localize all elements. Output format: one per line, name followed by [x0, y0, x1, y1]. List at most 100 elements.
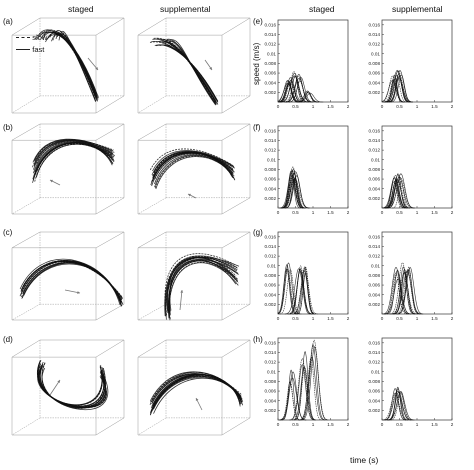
- panel-f-staged-xtick-label: 0: [277, 210, 280, 215]
- panel-b-staged-trajectory: [32, 142, 113, 183]
- panel-f-supplemental-ytick-label: 0.01: [371, 157, 380, 162]
- panel-a-supp-box-edge: [221, 17, 251, 36]
- panel-h-staged-xtick-label: 1: [312, 422, 315, 427]
- panel-h-supplemental-speed-trace: [386, 391, 412, 421]
- panel-h-supplemental-ytick-label: 0.006: [369, 389, 381, 394]
- panel-f-staged-ytick-label: 0.002: [265, 196, 277, 201]
- panel-g-supplemental-ytick-label: 0.002: [369, 302, 381, 307]
- panel-g-staged-xtick-label: 0: [277, 316, 280, 321]
- panel-h-supplemental-ytick-label: 0.012: [369, 360, 381, 365]
- panel-e-supplemental-ytick-label: 0.006: [369, 71, 381, 76]
- panel-f-supplemental-ytick-label: 0.016: [369, 128, 381, 133]
- panel-c-staged-trajectory: [21, 260, 122, 303]
- panel-label-d: (d): [3, 335, 13, 344]
- panel-h-supplemental-xtick-label: 2: [451, 422, 454, 427]
- panel-e-supplemental-xtick-label: 0: [381, 104, 384, 109]
- panel-f-staged-xtick-label: 1.5: [327, 210, 334, 215]
- panel-g-supplemental-speed-trace: [392, 270, 422, 315]
- panel-d-staged-box-edge: [11, 339, 41, 358]
- panel-a-staged-trajectory: [54, 30, 96, 101]
- panel-g-staged-xtick-label: 1.5: [327, 316, 334, 321]
- panel-e-staged-xtick-label: 2: [347, 104, 350, 109]
- panel-b-supp-arrowhead: [188, 193, 191, 197]
- panel-d-supp-trajectory: [151, 375, 242, 413]
- panel-g-staged-speed-trace: [278, 264, 298, 315]
- panel-g-supplemental-speed-trace: [382, 266, 410, 315]
- panel-c-staged-box-edge: [11, 231, 41, 249]
- panel-f-supplemental-speed-trace: [382, 177, 408, 209]
- panel-e-supplemental-speed-trace: [382, 80, 406, 103]
- panel-h-staged-ytick-label: 0.002: [265, 408, 277, 413]
- panel-d-staged-trajectory: [37, 369, 107, 408]
- panel-d-supp-trajectory: [149, 374, 241, 415]
- panel-f-supplemental-ytick-label: 0.004: [369, 186, 381, 191]
- panel-d-staged-box-edge: [95, 417, 125, 436]
- panel-g-staged-speed-trace: [296, 272, 315, 315]
- panel-label-f: (f): [253, 123, 261, 132]
- panel-b-staged-box-edge: [95, 197, 125, 215]
- panel-g-supplemental-ytick-label: 0.016: [369, 234, 381, 239]
- panel-f-supplemental-ytick-label: 0.014: [369, 138, 381, 143]
- panel-e-supplemental-ytick-label: 0.002: [369, 90, 381, 95]
- panel-d-staged-arrow: [49, 379, 61, 396]
- panel-f-staged-ytick-label: 0.014: [265, 138, 277, 143]
- panel-b-staged-box-edge: [11, 123, 41, 141]
- panel-h-supplemental-ytick-label: 0.014: [369, 350, 381, 355]
- panel-c-staged-trajectory: [23, 261, 124, 299]
- panel-g-supplemental-xtick-label: 0.5: [396, 316, 403, 321]
- panel-b-supp-box-edge: [137, 197, 167, 215]
- panel-h-supplemental-speed-trace: [382, 392, 409, 421]
- panel-d-staged-trajectory: [37, 361, 103, 406]
- panel-h-staged-xtick-label: 0: [277, 422, 280, 427]
- panel-e-staged-ytick-label: 0.002: [265, 90, 277, 95]
- panel-a-staged-box-edge: [11, 95, 41, 114]
- panel-b-supp-trajectory: [151, 150, 234, 176]
- panel-f-supplemental-xtick-label: 1: [416, 210, 419, 215]
- panel-d-staged-trajectory: [40, 361, 105, 408]
- panel-g-supplemental-ytick-label: 0.014: [369, 244, 381, 249]
- panel-d-staged-trajectory: [38, 359, 103, 406]
- panel-e-staged-frame: [277, 19, 349, 103]
- panel-c-supp-box-edge: [221, 303, 251, 321]
- panel-g-supplemental-speed-trace: [384, 270, 411, 315]
- panel-c-supp-box-edge: [137, 303, 167, 321]
- panel-a-staged-box-edge: [11, 17, 41, 36]
- panel-f-supplemental-ytick-label: 0.012: [369, 148, 381, 153]
- panel-c-staged-trajectory: [20, 259, 122, 303]
- panel-e-supplemental-ytick-label: 0.012: [369, 42, 381, 47]
- panel-a-staged-box-edge: [95, 17, 125, 36]
- panel-d-supp-box-edge: [221, 417, 251, 436]
- panel-h-supplemental-ytick-label: 0.004: [369, 398, 381, 403]
- panel-f-supplemental-xtick-label: 0.5: [396, 210, 403, 215]
- panel-f-staged-ytick-label: 0.008: [265, 167, 277, 172]
- legend-fast: fast: [16, 45, 44, 54]
- panel-g-supplemental-xtick-label: 1.5: [431, 316, 438, 321]
- panel-g-supplemental-speed-trace: [398, 266, 419, 315]
- header-left-staged: staged: [68, 4, 94, 14]
- panel-g-staged-xtick-label: 0.5: [292, 316, 299, 321]
- panel-c-staged-arrowhead: [77, 291, 80, 294]
- panel-c-staged-box-edge: [95, 231, 125, 249]
- panel-g-staged-ytick-label: 0.006: [265, 283, 277, 288]
- panel-h-staged-speed-trace: [280, 382, 300, 421]
- panel-e-supplemental-ytick-label: 0.014: [369, 32, 381, 37]
- panel-a-supp-box-edge: [221, 95, 251, 114]
- panel-d-staged-trajectory: [41, 367, 109, 410]
- panel-d-staged-trajectory: [37, 365, 105, 407]
- legend-slow: slow: [16, 33, 47, 42]
- panel-a-staged-trajectory: [57, 31, 97, 102]
- panel-e-staged-speed-trace: [278, 77, 303, 103]
- panel-b-supp-box-edge: [137, 123, 167, 141]
- panel-e-staged-ytick-label: 0.012: [265, 42, 277, 47]
- panel-f-supplemental-speed-trace: [384, 180, 404, 209]
- x-axis-label: time (s): [350, 455, 379, 465]
- panel-f-staged-xtick-label: 2: [347, 210, 350, 215]
- panel-f-supplemental-speed-trace: [392, 180, 410, 209]
- panel-g-supplemental-ytick-label: 0.006: [369, 283, 381, 288]
- panel-d-staged-trajectory: [37, 364, 104, 407]
- panel-f-staged-ytick-label: 0.004: [265, 186, 277, 191]
- panel-b-supp-box-edge: [221, 123, 251, 141]
- panel-a-supp-arrowhead: [209, 67, 212, 70]
- header-right-supplemental: supplemental: [392, 4, 443, 14]
